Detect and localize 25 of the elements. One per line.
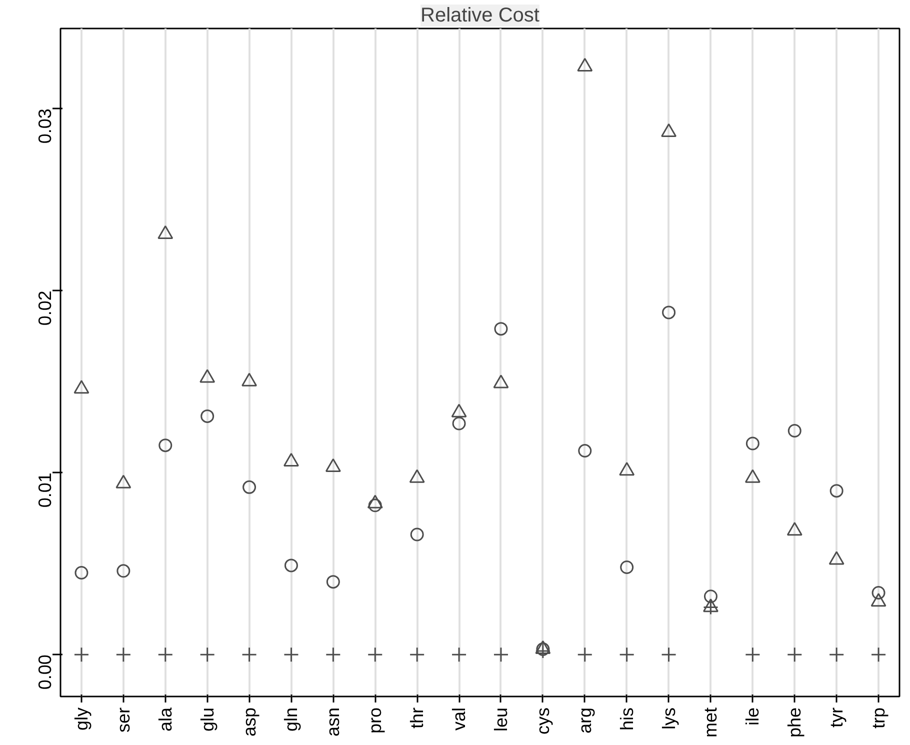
y-tick-label: 0.00: [35, 654, 55, 690]
x-tick-label: lys: [658, 708, 679, 730]
x-tick-label: gly: [71, 707, 92, 731]
y-tick-label: 0.01: [35, 472, 55, 508]
x-tick-label: cys: [532, 708, 553, 734]
x-tick-label: pro: [365, 708, 386, 734]
y-tick-label: 0.02: [35, 290, 55, 326]
x-tick-label: asp: [239, 707, 260, 737]
x-tick-label: tyr: [826, 707, 847, 728]
x-tick-label: arg: [574, 708, 595, 734]
x-tick-label: asn: [323, 707, 344, 737]
x-tick-label: ser: [113, 707, 134, 733]
x-tick-label: leu: [490, 707, 511, 732]
x-tick-label: his: [616, 707, 637, 731]
y-tick-label: 0.03: [35, 108, 55, 144]
x-tick-label: glu: [197, 707, 218, 732]
x-tick-label: phe: [784, 707, 805, 738]
x-tick-label: ile: [742, 707, 763, 726]
x-tick-label: thr: [407, 707, 428, 729]
x-tick-label: trp: [868, 707, 889, 729]
x-tick-label: gln: [281, 707, 302, 732]
x-tick-label: val: [449, 707, 470, 731]
x-tick-label: ala: [155, 706, 176, 732]
chart-title: Relative Cost: [420, 4, 540, 26]
x-tick-label: met: [700, 707, 721, 738]
